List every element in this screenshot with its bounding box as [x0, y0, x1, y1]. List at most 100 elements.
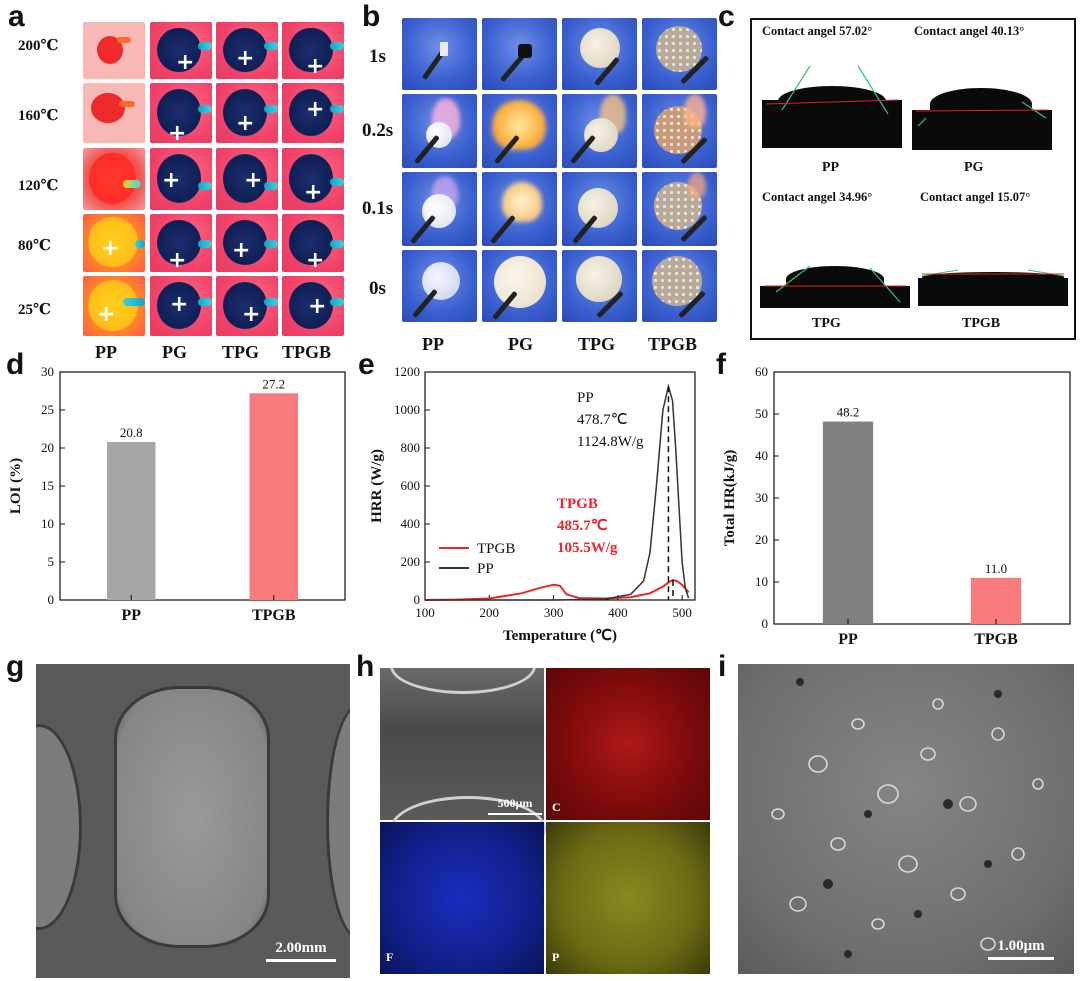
- scale-bar-label: 500μm: [497, 796, 533, 810]
- y-tick-label: 1200: [394, 364, 420, 379]
- plot-frame: [59, 371, 346, 601]
- thermal-image-tpgb-200: +: [282, 22, 344, 79]
- thermal-image-pp-80: +: [83, 214, 145, 272]
- x-tick-label: PP: [121, 607, 141, 624]
- burn-photo-pg-0.1s: [482, 172, 557, 246]
- annotation-tpgb: 485.7℃: [557, 518, 608, 534]
- thermal-image-pg-120: +: [150, 148, 212, 210]
- bar-value-label: 20.8: [120, 425, 143, 440]
- scale-bar-label: 1.00μm: [997, 938, 1045, 954]
- element-label: P: [552, 950, 560, 964]
- burn-photo-tpg-0.1s: [562, 172, 637, 246]
- eds-map-f: F: [380, 822, 544, 974]
- x-tick-label: 400: [608, 605, 628, 620]
- thermal-image-pg-25: +: [150, 276, 212, 336]
- sample-label: PG: [162, 342, 187, 362]
- thermal-image-tpgb-160: +: [282, 83, 344, 143]
- bar-tpgb: [249, 393, 298, 600]
- droplet-image-tpgb: [918, 269, 1068, 306]
- thermal-image-pp-200: [83, 22, 145, 79]
- burn-photo-tpgb-0.1s: [642, 172, 717, 246]
- eds-map-p: P: [546, 822, 710, 974]
- bar-pp: [822, 421, 874, 624]
- y-axis-label: Total HR(kJ/g): [722, 450, 738, 547]
- x-tick-label: TPGB: [974, 631, 1018, 648]
- x-tick-label: 100: [415, 605, 435, 620]
- y-tick-label: 1000: [394, 402, 420, 417]
- thermal-image-tpg-25: +: [216, 276, 278, 336]
- thermal-image-pg-200: +: [150, 22, 212, 79]
- time-label: 0.2s: [362, 120, 394, 141]
- eds-mapping-h: 500μm C F P: [380, 668, 710, 974]
- series-line-tpgb: [424, 578, 690, 601]
- y-tick-label: 40: [755, 448, 768, 463]
- temp-label: 160℃: [18, 108, 59, 124]
- burn-photo-tpgb-0s: [642, 250, 717, 322]
- sample-label: TPG: [812, 316, 841, 331]
- legend-label: TPGB: [477, 541, 515, 557]
- thermal-image-pp-25: +: [83, 276, 145, 336]
- sample-label: TPGB: [282, 342, 332, 362]
- burn-photo-tpgb-0.2s: [642, 94, 717, 168]
- bar-pp: [107, 441, 156, 600]
- sample-label: PG: [508, 334, 533, 354]
- plot-frame: [773, 371, 1071, 625]
- panel-a-label: a: [8, 0, 25, 33]
- panel-d-label: d: [6, 348, 25, 381]
- y-tick-label: 25: [41, 402, 54, 417]
- y-tick-label: 20: [41, 440, 54, 455]
- thermal-image-tpg-200: +: [216, 22, 278, 79]
- bar-tpgb: [970, 577, 1022, 624]
- y-tick-label: 30: [755, 490, 768, 505]
- time-label: 0.1s: [362, 198, 394, 219]
- panel-e-label: e: [358, 348, 375, 381]
- temp-label: 25℃: [18, 302, 51, 318]
- y-tick-label: 30: [41, 364, 54, 379]
- burn-photo-pg-0.2s: [482, 94, 557, 168]
- y-tick-label: 600: [401, 478, 421, 493]
- sample-label: PG: [964, 160, 984, 175]
- y-tick-label: 0: [48, 592, 55, 607]
- burn-photo-pp-0.2s: [402, 94, 477, 168]
- sample-label: TPG: [222, 342, 260, 362]
- time-label: 0s: [369, 278, 386, 299]
- y-tick-label: 5: [48, 554, 55, 569]
- y-tick-label: 10: [755, 574, 768, 589]
- sample-label: TPGB: [962, 316, 1001, 331]
- bar-value-label: 48.2: [837, 405, 860, 420]
- burn-photo-tpgb-1s: [642, 18, 717, 90]
- temp-label: 80℃: [18, 238, 51, 254]
- thermal-image-tpg-160: +: [216, 83, 278, 143]
- contact-angle-text: Contact angel 34.96°: [762, 190, 873, 204]
- burn-photo-pp-0.1s: [402, 172, 477, 246]
- panel-h-label: h: [356, 650, 375, 683]
- time-label: 1s: [369, 46, 386, 67]
- plot-frame: [424, 371, 696, 601]
- contact-angle-text: Contact angel 40.13°: [914, 24, 1025, 38]
- total-hr-bar-chart: 0 10 20 30 40 50 60 48.2 PP 11.0 TPGB Total HR(kJ/g…: [722, 364, 1071, 648]
- bar-value-label: 11.0: [985, 561, 1007, 576]
- element-label: C: [552, 800, 561, 814]
- sem-image-i: 1.00μm: [738, 664, 1074, 974]
- x-axis-label: Temperature (℃): [503, 628, 617, 644]
- y-tick-label: 200: [401, 554, 421, 569]
- contact-angle-frame: [750, 18, 1076, 340]
- burn-photo-pp-1s: [402, 18, 477, 90]
- y-axis-label: HRR (W/g): [369, 449, 385, 523]
- panel-b-label: b: [362, 0, 381, 33]
- y-tick-label: 0: [414, 592, 421, 607]
- annotation-tpgb: 105.5W/g: [557, 540, 618, 556]
- panel-g-label: g: [6, 650, 25, 683]
- sample-label: PP: [422, 334, 444, 354]
- x-tick-label: PP: [838, 631, 858, 648]
- thermal-image-tpgb-25: +: [282, 276, 344, 336]
- burn-photo-pg-0s: [482, 250, 557, 322]
- annotation-pp: PP: [577, 390, 594, 406]
- eds-map-c: C: [546, 668, 710, 820]
- annotation-pp: 478.7℃: [577, 412, 628, 428]
- sem-image-g: 2.00mm: [36, 664, 350, 978]
- y-tick-label: 20: [755, 532, 768, 547]
- sample-label: PP: [822, 160, 840, 175]
- thermal-image-tpg-120: +: [216, 148, 278, 210]
- bar-value-label: 27.2: [262, 376, 285, 391]
